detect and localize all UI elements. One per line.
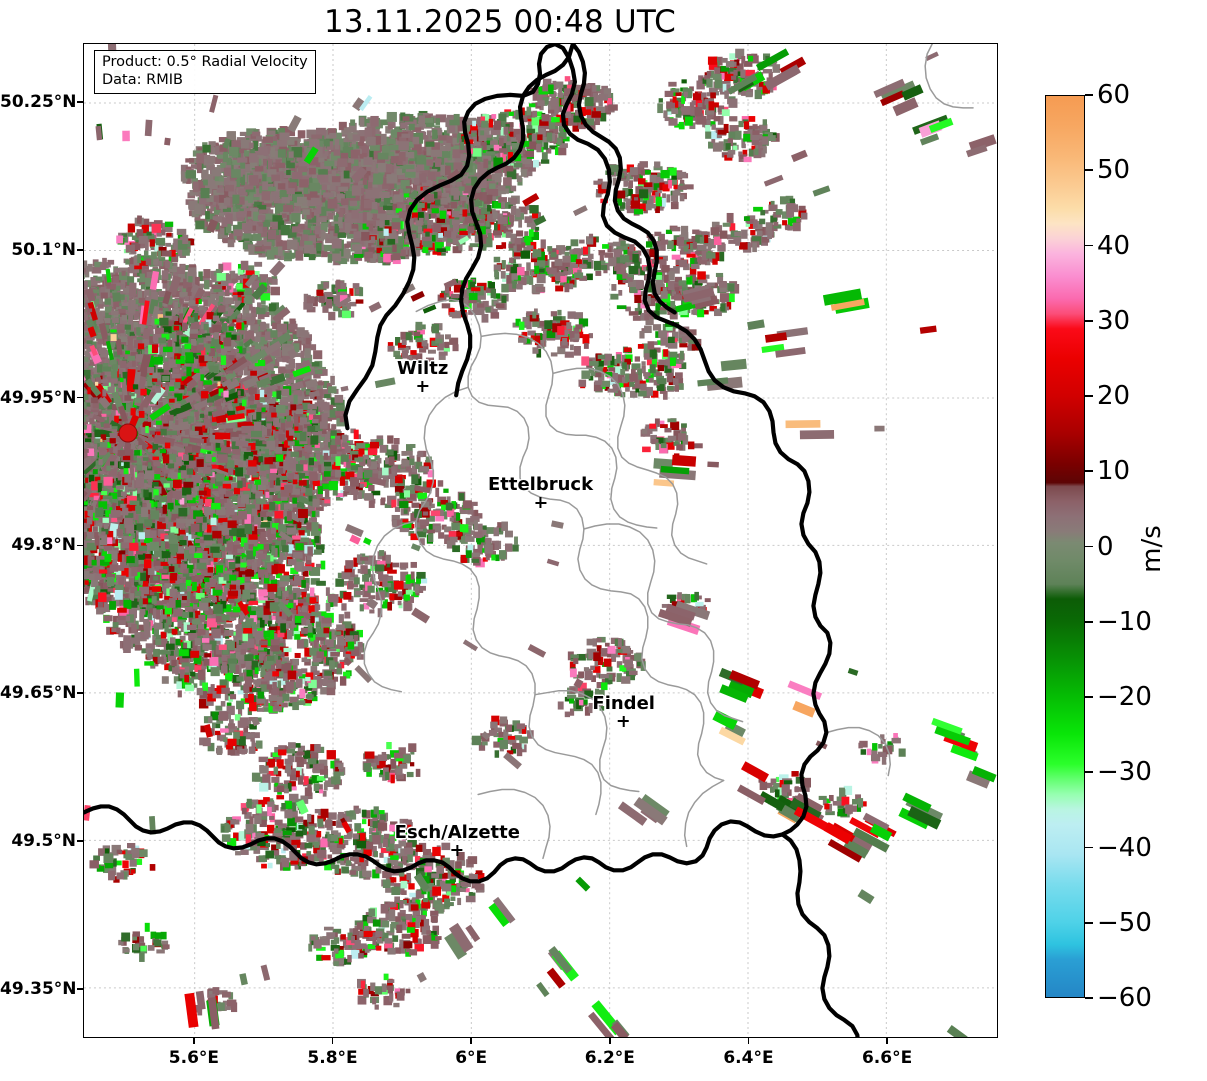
colorbar-tick-label: 20: [1097, 381, 1131, 411]
colorbar-tick-mark: [1085, 620, 1093, 623]
y-tick-mark: [77, 396, 83, 399]
x-tick-label: 5.8°E: [307, 1048, 358, 1068]
x-tick-mark: [747, 1038, 750, 1044]
y-tick-mark: [77, 987, 83, 990]
y-tick-label: 49.35°N: [0, 978, 77, 999]
x-tick-label: 6.6°E: [861, 1048, 913, 1068]
colorbar-tick-mark: [1085, 846, 1093, 849]
colorbar-tick-mark: [1085, 470, 1093, 473]
colorbar-tick-mark: [1085, 319, 1093, 322]
y-tick-mark: [77, 544, 83, 547]
colorbar-tick-label: 50: [1097, 155, 1131, 186]
colorbar-tick-label: −60: [1097, 983, 1152, 1013]
y-tick-label: 49.65°N: [0, 683, 77, 704]
city-label-findel: Findel: [592, 693, 655, 727]
x-tick-mark: [470, 1038, 472, 1044]
colorbar: 60 50 40 30 20 10 0 −10 −20 −30 −40 −50 −60: [1045, 80, 1152, 1013]
colorbar-tick-mark: [1085, 169, 1093, 172]
city-label-ettelbruck: Ettelbruck: [487, 474, 594, 509]
x-tick-label: 6°E: [455, 1048, 488, 1068]
colorbar-tick-label: 60: [1097, 80, 1131, 110]
colorbar-tick-mark: [1085, 771, 1093, 774]
y-tick-mark: [77, 101, 83, 103]
x-tick-mark: [331, 1038, 334, 1044]
colorbar-gradient: [1045, 95, 1085, 998]
y-tick-mark: [77, 840, 83, 842]
city-name: Esch/Alzette: [394, 821, 520, 843]
y-tick-label: 50.1°N: [11, 239, 76, 260]
city-name: Ettelbruck: [487, 474, 594, 496]
internal-border-layer: [363, 44, 974, 860]
colorbar-tick-mark: [1085, 921, 1093, 924]
page-title: 13.11.2025 00:48 UTC: [324, 4, 676, 40]
y-tick-mark: [77, 692, 83, 694]
colorbar-tick-mark: [1085, 395, 1093, 397]
city-cross-icon: [534, 497, 546, 509]
product-line: Product: 0.5° Radial Velocity: [102, 54, 308, 70]
colorbar-tick-mark: [1085, 696, 1093, 698]
city-cross-icon: [451, 844, 463, 856]
data-source-line: Data: RMIB: [102, 71, 183, 88]
colorbar-tick-mark: [1085, 244, 1093, 247]
radar-map[interactable]: [83, 43, 998, 1038]
national-border-layer: [84, 44, 860, 1037]
city-cross-icon: [417, 380, 429, 392]
colorbar-tick-label: −40: [1097, 832, 1152, 863]
radar-site-icon: [118, 423, 138, 443]
colorbar-tick-label: 10: [1097, 456, 1131, 487]
colorbar-tick-label: 0: [1097, 531, 1114, 562]
city-name: Wiltz: [397, 357, 449, 379]
x-tick-label: 5.6°E: [168, 1048, 220, 1068]
colorbar-tick-label: 40: [1097, 230, 1131, 261]
colorbar-unit-label: m/s: [1137, 525, 1167, 573]
colorbar-tick-mark: [1085, 545, 1093, 548]
x-tick-label: 6.2°E: [584, 1048, 635, 1068]
colorbar-tick-label: −10: [1097, 606, 1152, 637]
y-tick-label: 49.5°N: [11, 830, 76, 851]
x-tick-mark: [609, 1038, 611, 1044]
colorbar-tick-mark: [1085, 94, 1093, 96]
city-cross-icon: [618, 715, 630, 727]
x-tick-mark: [193, 1038, 195, 1044]
city-label-esch-alzette: Esch/Alzette: [395, 822, 520, 856]
map-canvas: [84, 44, 997, 1037]
colorbar-tick-label: −30: [1097, 757, 1152, 788]
radar-echo-layer: [84, 44, 997, 1037]
colorbar-tick-label: 30: [1097, 305, 1131, 336]
x-tick-mark: [886, 1038, 888, 1044]
map-vector-layer: [84, 44, 997, 1037]
y-tick-label: 50.25°N: [0, 92, 77, 113]
x-tick-label: 6.4°E: [723, 1048, 774, 1068]
city-name: Findel: [592, 692, 655, 714]
colorbar-tick-label: −20: [1097, 682, 1152, 712]
y-tick-mark: [77, 249, 83, 251]
y-tick-label: 49.95°N: [0, 387, 77, 408]
colorbar-tick-label: −50: [1097, 907, 1152, 938]
city-label-wiltz: Wiltz: [397, 358, 448, 392]
colorbar-tick-mark: [1085, 997, 1093, 999]
y-tick-label: 49.8°N: [11, 535, 76, 556]
product-info-box: Product: 0.5° Radial Velocity Data: RMIB: [94, 50, 316, 94]
